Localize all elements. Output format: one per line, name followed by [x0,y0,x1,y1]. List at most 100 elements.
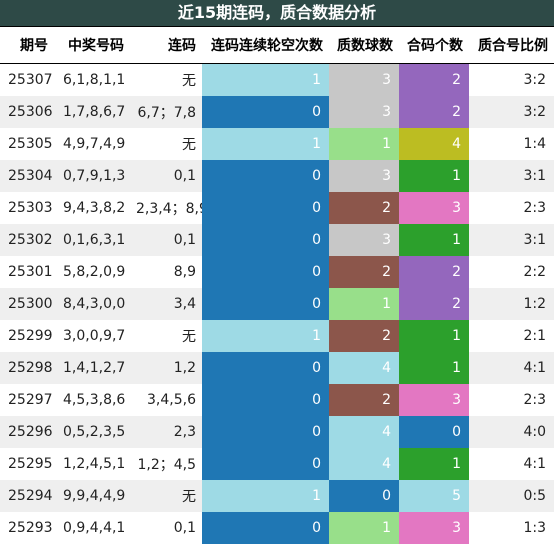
lianma-cell: 0,1 [130,224,202,256]
table-title: 近15期连码，质合数据分析 [0,0,554,27]
lianma-cell: 6,7；7,8 [130,96,202,128]
zhishu-cell: 4 [329,448,399,480]
header-gap: 连码连续轮空次数 [202,27,329,64]
numbers-cell: 8,4,3,0,0 [55,288,130,320]
gap-cell: 0 [202,416,329,448]
heshu-cell: 1 [399,224,469,256]
header-issue: 期号 [0,27,55,64]
ratio-cell: 3:1 [469,160,554,192]
ratio-cell: 1:4 [469,128,554,160]
lianma-cell: 3,4,5,6 [130,384,202,416]
heshu-cell: 2 [399,288,469,320]
zhishu-cell: 1 [329,288,399,320]
lianma-cell: 2,3,4；8,9 [130,192,202,224]
issue-cell: 25302 [0,224,55,256]
heshu-cell: 5 [399,480,469,512]
ratio-cell: 3:2 [469,96,554,128]
heshu-cell: 2 [399,64,469,97]
heshu-cell: 1 [399,160,469,192]
heshu-cell: 4 [399,128,469,160]
numbers-cell: 1,4,1,2,7 [55,352,130,384]
heshu-cell: 1 [399,320,469,352]
gap-cell: 0 [202,96,329,128]
numbers-cell: 9,4,3,8,2 [55,192,130,224]
lottery-analysis-table: 期号 中奖号码 连码 连码连续轮空次数 质数球数 合码个数 质合号比例 2530… [0,27,554,544]
gap-cell: 0 [202,352,329,384]
zhishu-cell: 1 [329,128,399,160]
heshu-cell: 3 [399,192,469,224]
numbers-cell: 4,9,7,4,9 [55,128,130,160]
ratio-cell: 0:5 [469,480,554,512]
gap-cell: 1 [202,64,329,97]
ratio-cell: 2:2 [469,256,554,288]
heshu-cell: 3 [399,384,469,416]
zhishu-cell: 4 [329,352,399,384]
gap-cell: 1 [202,480,329,512]
lianma-cell: 1,2 [130,352,202,384]
numbers-cell: 9,9,4,4,9 [55,480,130,512]
ratio-cell: 3:2 [469,64,554,97]
numbers-cell: 0,5,2,3,5 [55,416,130,448]
lianma-cell: 无 [130,64,202,97]
ratio-cell: 4:1 [469,352,554,384]
zhishu-cell: 2 [329,320,399,352]
gap-cell: 0 [202,384,329,416]
zhishu-cell: 2 [329,384,399,416]
lianma-cell: 8,9 [130,256,202,288]
numbers-cell: 6,1,8,1,1 [55,64,130,97]
heshu-cell: 1 [399,448,469,480]
zhishu-cell: 3 [329,160,399,192]
lianma-cell: 2,3 [130,416,202,448]
numbers-cell: 1,7,8,6,7 [55,96,130,128]
ratio-cell: 3:1 [469,224,554,256]
ratio-cell: 2:3 [469,384,554,416]
header-zhishu: 质数球数 [329,27,399,64]
ratio-cell: 2:3 [469,192,554,224]
issue-cell: 25299 [0,320,55,352]
zhishu-cell: 3 [329,64,399,97]
heshu-cell: 2 [399,96,469,128]
header-row: 期号 中奖号码 连码 连码连续轮空次数 质数球数 合码个数 质合号比例 [0,27,554,64]
issue-cell: 25295 [0,448,55,480]
zhishu-cell: 4 [329,416,399,448]
heshu-cell: 0 [399,416,469,448]
lianma-cell: 3,4 [130,288,202,320]
zhishu-cell: 0 [329,480,399,512]
ratio-cell: 1:3 [469,512,554,544]
gap-cell: 0 [202,224,329,256]
zhishu-cell: 2 [329,192,399,224]
issue-cell: 25301 [0,256,55,288]
numbers-cell: 0,7,9,1,3 [55,160,130,192]
heshu-cell: 3 [399,512,469,544]
header-numbers: 中奖号码 [55,27,130,64]
heshu-cell: 1 [399,352,469,384]
gap-cell: 0 [202,512,329,544]
gap-cell: 1 [202,320,329,352]
issue-cell: 25303 [0,192,55,224]
numbers-cell: 1,2,4,5,1 [55,448,130,480]
header-ratio: 质合号比例 [469,27,554,64]
numbers-cell: 0,9,4,4,1 [55,512,130,544]
gap-cell: 0 [202,160,329,192]
issue-cell: 25293 [0,512,55,544]
gap-cell: 1 [202,128,329,160]
zhishu-cell: 2 [329,256,399,288]
numbers-cell: 0,1,6,3,1 [55,224,130,256]
issue-cell: 25305 [0,128,55,160]
issue-cell: 25296 [0,416,55,448]
lianma-cell: 1,2；4,5 [130,448,202,480]
gap-cell: 0 [202,256,329,288]
